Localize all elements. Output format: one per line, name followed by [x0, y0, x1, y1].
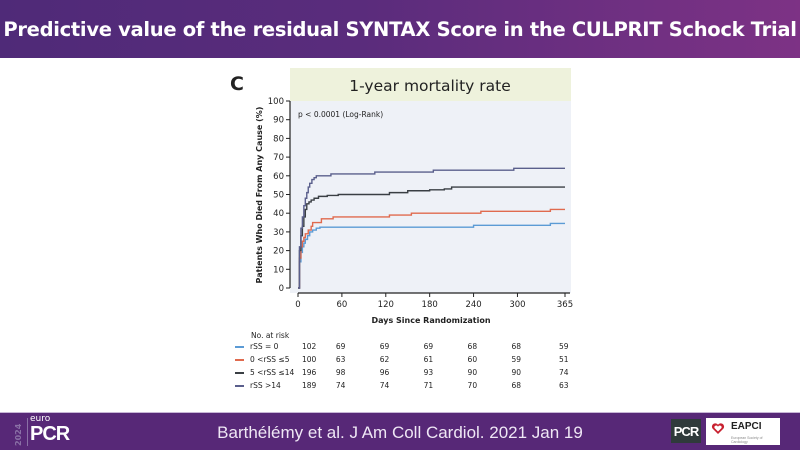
x-tick-label: 240: [465, 300, 481, 310]
x-tick-label: 0: [295, 300, 300, 310]
y-tick-label: 100: [268, 97, 284, 107]
p-value-annotation: p < 0.0001 (Log-Rank): [298, 110, 383, 119]
eapci-subtitle: European Society of Cardiology: [731, 436, 763, 444]
series-line-0-rss-5: [298, 208, 565, 289]
heart-icon: [711, 423, 725, 434]
slide-footer: [0, 413, 800, 450]
axes: 0 10 20 30 40 50 60 70 80 90 100 0 60 120 180 240 300 365: [268, 97, 573, 310]
y-tick-label: 0: [279, 284, 284, 294]
series-line-rss-14: [298, 167, 565, 289]
plot-background: [290, 68, 571, 293]
europcr-logo: PCR: [30, 423, 70, 445]
y-tick-label: 20: [273, 247, 284, 257]
chart-title: 1-year mortality rate: [349, 77, 511, 95]
x-tick-label: 180: [422, 300, 438, 310]
slide-header: Predictive value of the residual SYNTAX …: [0, 0, 800, 58]
footer-divider: [0, 412, 800, 413]
x-tick-label: 365: [557, 300, 573, 310]
citation: Barthélémy et al. J Am Coll Cardiol. 202…: [217, 423, 583, 442]
y-tick-label: 50: [273, 191, 284, 201]
europcr-logo-divider: [27, 418, 28, 446]
panel-letter: C: [230, 73, 244, 95]
x-tick-label: 120: [378, 300, 394, 310]
y-tick-label: 40: [273, 209, 284, 219]
eapci-logo: EAPCI European Society of Cardiology: [706, 418, 780, 445]
chart-title-band: [290, 68, 571, 101]
x-tick-label: 60: [336, 300, 347, 310]
y-tick-label: 30: [273, 228, 284, 238]
series-line-rss-0: [298, 222, 565, 289]
x-tick-label: 300: [509, 300, 525, 310]
y-tick-label: 10: [273, 265, 284, 275]
y-axis-label: Patients Who Died From Any Cause (%): [255, 107, 264, 284]
pcr-logo: PCR: [671, 419, 701, 443]
x-axis-label: Days Since Randomization: [371, 316, 490, 325]
eapci-text: EAPCI: [731, 421, 762, 432]
y-tick-label: 70: [273, 153, 284, 163]
y-tick-label: 80: [273, 134, 284, 144]
y-tick-label: 60: [273, 172, 284, 182]
y-tick-label: 90: [273, 116, 284, 126]
europcr-euro-text: euro: [30, 414, 51, 424]
slide-title: Predictive value of the residual SYNTAX …: [3, 17, 797, 41]
series-lines: [298, 167, 565, 289]
